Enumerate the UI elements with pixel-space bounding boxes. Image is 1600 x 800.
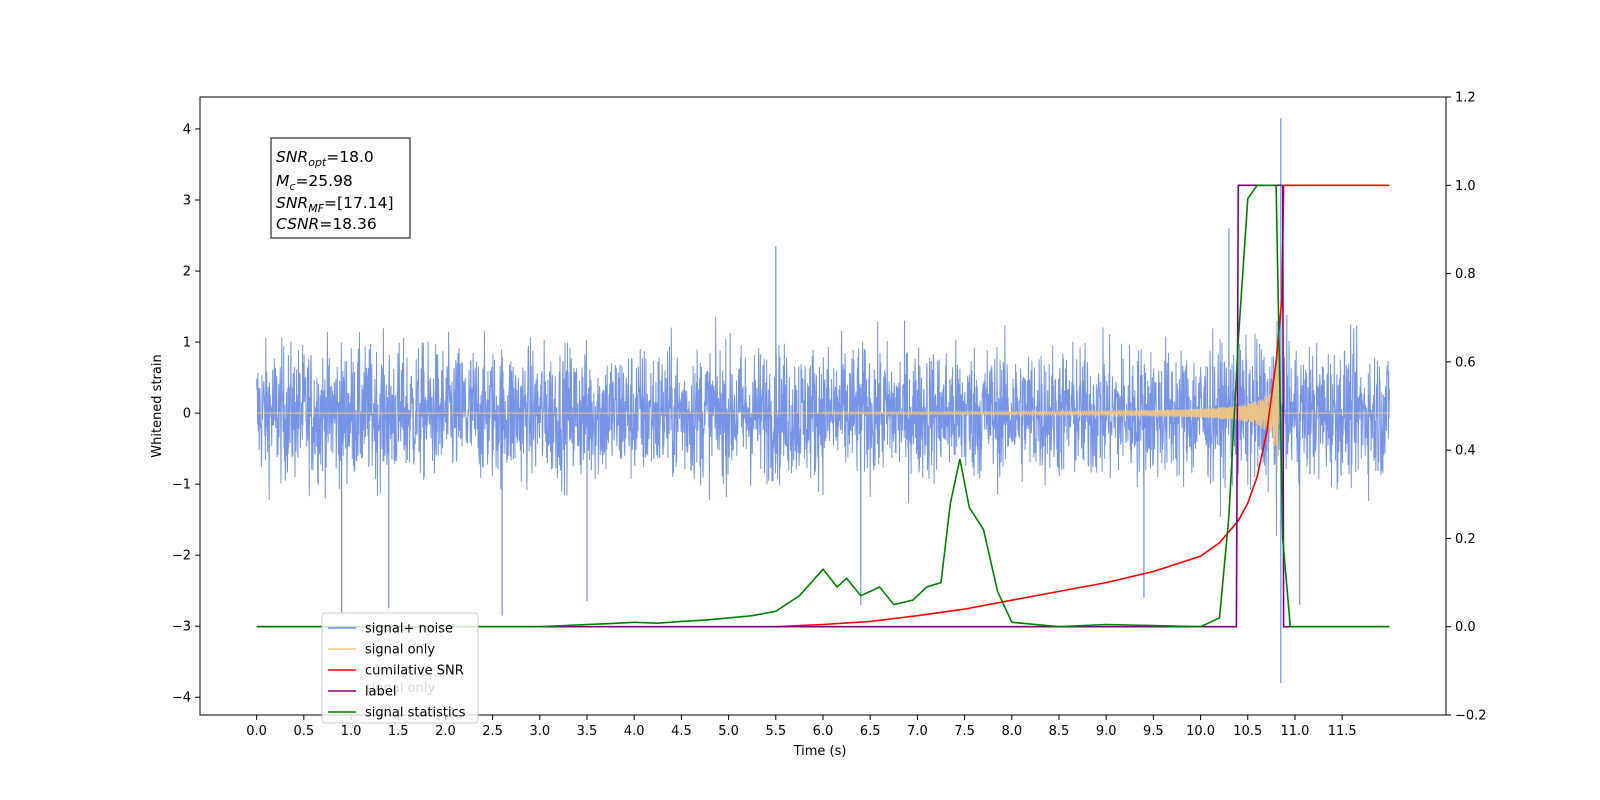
x-tick-label: 1.0 <box>341 724 362 739</box>
y-axis-right: −0.2 0.0 0.2 0.4 0.6 0.8 1.0 1.2 <box>1446 91 1487 724</box>
legend-label: cumilative SNR <box>365 664 464 679</box>
y2-tick-label: 0.8 <box>1455 267 1476 282</box>
y2-tick-label: −0.2 <box>1455 709 1487 724</box>
x-tick-label: 3.5 <box>577 724 598 739</box>
x-tick-label: 5.0 <box>718 724 739 739</box>
x-tick-label: 7.0 <box>907 724 928 739</box>
x-tick-label: 0.0 <box>246 724 267 739</box>
x-tick-label: 9.0 <box>1096 724 1117 739</box>
x-tick-label: 9.5 <box>1143 724 1164 739</box>
legend-label: label <box>365 685 396 700</box>
x-tick-label: 7.5 <box>954 724 975 739</box>
y2-tick-label: 0.4 <box>1455 444 1476 459</box>
annotation-snr-opt: SNRopt=18.0 <box>276 148 374 169</box>
y2-tick-label: 0.2 <box>1455 532 1476 547</box>
x-tick-label: 5.5 <box>765 724 786 739</box>
annotation-box: SNRopt=18.0 Mc=25.98 SNRMF=[17.14] CSNR=… <box>270 137 411 239</box>
y-tick-label: −1 <box>172 478 191 493</box>
annotation-mc: Mc=25.98 <box>276 172 353 193</box>
series-signal-noise-line <box>256 314 1390 537</box>
annotation-snr-mf: SNRMF=[17.14] <box>276 194 394 215</box>
series-cumilative-snr-line <box>775 184 1390 628</box>
legend-label: signal only <box>365 643 435 658</box>
y-axis-left: −4 −3 −2 −1 0 1 2 3 4 <box>172 122 200 706</box>
x-tick-label: 6.0 <box>813 724 834 739</box>
y2-tick-label: 0.6 <box>1455 355 1476 370</box>
y2-tick-label: 0.0 <box>1455 620 1476 635</box>
x-tick-label: 2.5 <box>482 724 503 739</box>
series-signal-statistics-line <box>256 184 1390 628</box>
x-tick-label: 2.0 <box>435 724 456 739</box>
legend: signal only signal+ noise signal only cumi… <box>321 612 479 724</box>
series-signal-only-line <box>256 334 1390 473</box>
y-tick-label: 3 <box>183 194 191 209</box>
y-tick-label: 0 <box>183 407 191 422</box>
x-tick-label: 10.5 <box>1233 724 1262 739</box>
x-tick-label: 1.5 <box>388 724 409 739</box>
x-tick-label: 8.5 <box>1049 724 1070 739</box>
x-tick-label: 4.0 <box>624 724 645 739</box>
legend-box <box>321 612 479 724</box>
y-tick-label: 4 <box>183 122 191 137</box>
x-tick-label: 4.5 <box>671 724 692 739</box>
legend-label: signal+ noise <box>365 622 453 637</box>
x-tick-label: 0.5 <box>293 724 314 739</box>
y-tick-label: 2 <box>183 265 191 280</box>
y-tick-label: −4 <box>172 691 191 706</box>
y-tick-label: −3 <box>172 620 191 635</box>
legend-hidden-text: signal only <box>365 681 435 696</box>
x-axis: 0.0 0.5 1.0 1.5 2.0 2.5 3.0 3.5 4.0 4.5 5.0 5.5 6.0 6… <box>246 715 1357 739</box>
y-axis-title: Whitened strain <box>150 354 165 457</box>
legend-label: signal statistics <box>365 706 466 721</box>
x-tick-label: 11.5 <box>1328 724 1357 739</box>
x-tick-label: 6.5 <box>860 724 881 739</box>
series-signal-noise-spikes <box>341 118 1301 683</box>
x-tick-label: 10.0 <box>1186 724 1215 739</box>
y-tick-label: 1 <box>183 336 191 351</box>
annotation-csnr: CSNR=18.36 <box>276 215 377 233</box>
y-tick-label: −2 <box>172 549 191 564</box>
x-tick-label: 3.0 <box>529 724 550 739</box>
x-axis-title: Time (s) <box>793 744 847 759</box>
x-tick-label: 11.0 <box>1280 724 1309 739</box>
y2-tick-label: 1.2 <box>1455 91 1476 106</box>
y2-tick-label: 1.0 <box>1455 179 1476 194</box>
x-tick-label: 8.0 <box>1001 724 1022 739</box>
